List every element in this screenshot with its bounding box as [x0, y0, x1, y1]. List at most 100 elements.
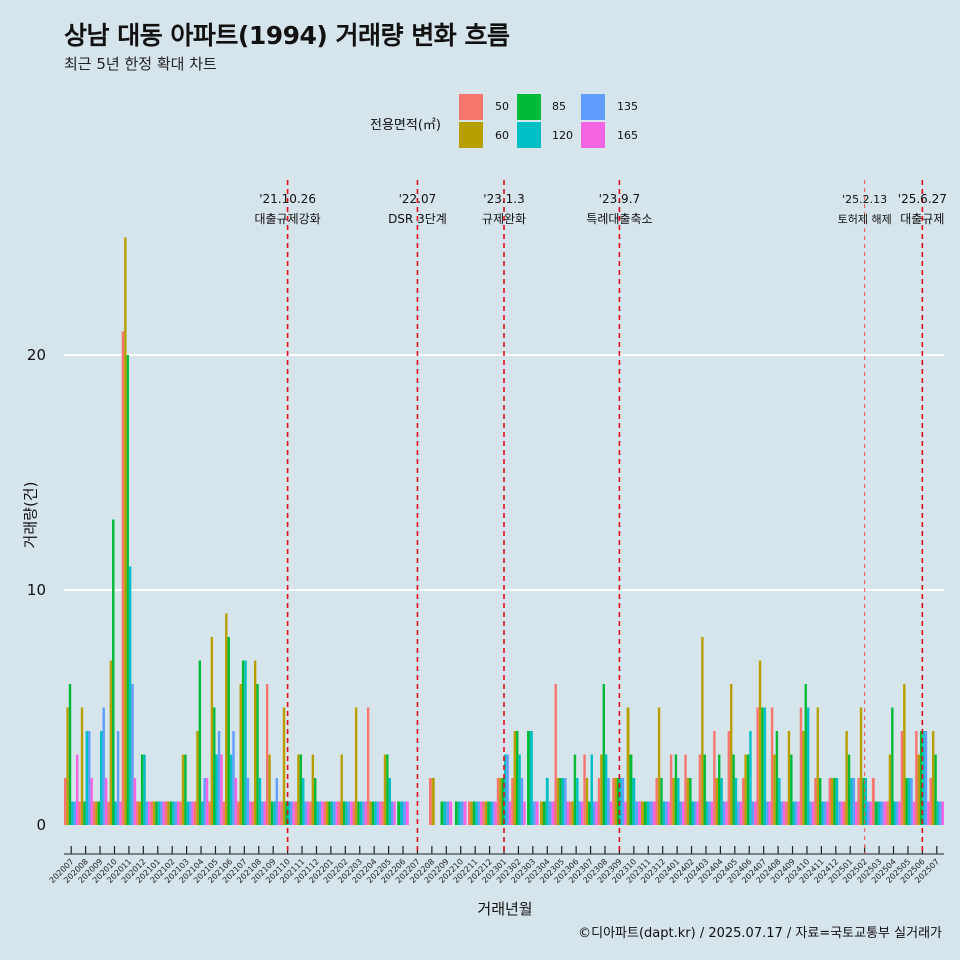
- bar-202303-120: [529, 731, 533, 825]
- bar-202507-85: [934, 754, 937, 825]
- bar-202404-165: [725, 801, 728, 825]
- y-tick-label: 0: [36, 816, 46, 834]
- bar-202303-85: [527, 731, 530, 825]
- bar-202201-60: [326, 801, 329, 825]
- bar-202102-165: [177, 801, 180, 825]
- bar-202406-60: [744, 754, 747, 825]
- bar-202111-135: [304, 801, 307, 825]
- bar-202111-120: [302, 778, 305, 825]
- bar-202406-85: [746, 754, 750, 825]
- bar-202102-120: [172, 801, 175, 825]
- legend-label-165: 165: [617, 129, 638, 142]
- bar-202502-85: [862, 778, 865, 825]
- bar-202107-50: [237, 801, 240, 825]
- bar-202501-165: [855, 801, 858, 825]
- bar-202009-85: [97, 801, 101, 825]
- bar-202301-165: [508, 801, 512, 825]
- bar-202110-60: [282, 707, 286, 825]
- bar-202502-50: [857, 778, 860, 825]
- bar-202505-120: [907, 778, 911, 825]
- bar-202308-60: [600, 754, 603, 825]
- bar-202208-50: [428, 778, 432, 825]
- bar-202406-165: [754, 801, 757, 825]
- bar-202409-50: [785, 801, 788, 825]
- bar-202302-135: [520, 778, 524, 825]
- bar-202504-85: [891, 707, 894, 825]
- bar-202212-120: [489, 801, 492, 825]
- bar-202310-135: [635, 801, 639, 825]
- bar-202503-135: [880, 801, 884, 825]
- bar-202412-60: [830, 778, 834, 825]
- bar-202007-135: [73, 801, 77, 825]
- bar-202111-165: [306, 801, 310, 825]
- bar-202408-60: [773, 754, 776, 825]
- bar-202202-60: [340, 754, 343, 825]
- bar-202211-120: [475, 801, 478, 825]
- bar-202011-165: [133, 778, 137, 825]
- bar-202308-165: [609, 801, 613, 825]
- bar-202305-85: [559, 778, 562, 825]
- event-text-label: 대출규제: [900, 212, 944, 226]
- bar-202105-135: [217, 731, 221, 825]
- bar-202206-165: [405, 801, 409, 825]
- bar-202007-165: [76, 754, 79, 825]
- bar-202505-60: [903, 684, 906, 825]
- bar-202305-135: [564, 778, 567, 825]
- bar-202010-135: [116, 731, 120, 825]
- bar-202106-50: [222, 801, 226, 825]
- bar-202212-50: [482, 801, 485, 825]
- bar-202507-50: [929, 778, 932, 825]
- bar-202102-50: [164, 801, 168, 825]
- bar-202301-60: [499, 778, 502, 825]
- bar-202301-135: [506, 754, 509, 825]
- bar-202112-135: [318, 801, 322, 825]
- bar-202104-85: [198, 660, 202, 825]
- bar-202205-165: [393, 801, 396, 825]
- bar-202311-60: [641, 801, 644, 825]
- bar-202205-60: [383, 754, 387, 825]
- bar-202205-120: [388, 778, 391, 825]
- bar-202111-60: [297, 754, 300, 825]
- bar-202310-85: [629, 754, 633, 825]
- bar-202402-120: [691, 801, 694, 825]
- bar-202405-60: [730, 684, 733, 825]
- event-date-label: '23.1.3: [483, 192, 524, 206]
- bar-202311-120: [646, 801, 650, 825]
- bar-202503-50: [871, 778, 875, 825]
- bar-202406-120: [749, 731, 752, 825]
- bar-202101-85: [155, 801, 158, 825]
- bar-202204-135: [376, 801, 379, 825]
- bar-202204-60: [369, 801, 372, 825]
- bar-202412-135: [838, 801, 841, 825]
- bar-202302-165: [523, 801, 526, 825]
- bar-202504-60: [888, 754, 892, 825]
- bar-202409-85: [790, 754, 793, 825]
- bar-202311-135: [649, 801, 653, 825]
- bar-202410-50: [799, 707, 803, 825]
- bar-202507-60: [931, 731, 935, 825]
- event-text-label: 특례대출축소: [586, 212, 652, 226]
- bar-202403-165: [710, 801, 714, 825]
- bar-202009-120: [100, 731, 103, 825]
- bar-202309-85: [617, 778, 620, 825]
- bar-202304-120: [545, 778, 549, 825]
- legend-title: 전용면적(㎡): [370, 118, 441, 133]
- bar-202502-135: [867, 801, 870, 825]
- bar-202212-85: [487, 801, 490, 825]
- bar-202008-120: [85, 731, 89, 825]
- bar-202210-85: [454, 801, 458, 825]
- bar-202306-165: [580, 801, 584, 825]
- bar-202408-50: [770, 707, 774, 825]
- bar-202105-85: [213, 707, 216, 825]
- bar-202107-85: [241, 660, 245, 825]
- bar-202507-120: [936, 801, 940, 825]
- bar-202008-50: [78, 801, 81, 825]
- bar-202108-60: [253, 660, 257, 825]
- bar-202110-85: [285, 801, 288, 825]
- event-date-label: '21.10.26: [259, 192, 316, 206]
- bar-202012-85: [140, 754, 144, 825]
- bar-202012-135: [145, 801, 149, 825]
- bar-202402-50: [684, 754, 687, 825]
- bar-202504-165: [898, 801, 901, 825]
- bar-202103-165: [191, 801, 194, 825]
